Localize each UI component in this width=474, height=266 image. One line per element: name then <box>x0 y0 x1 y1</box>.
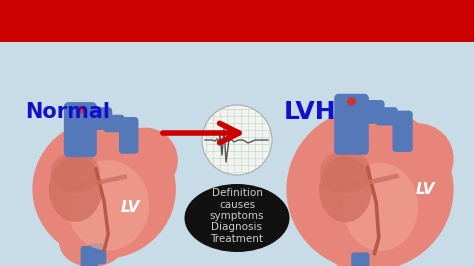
Ellipse shape <box>112 128 178 193</box>
FancyBboxPatch shape <box>351 252 369 266</box>
Ellipse shape <box>383 123 454 194</box>
FancyBboxPatch shape <box>86 107 112 130</box>
Text: LV: LV <box>415 182 435 197</box>
Text: causes: causes <box>219 200 255 210</box>
FancyBboxPatch shape <box>357 100 384 124</box>
Ellipse shape <box>49 156 102 222</box>
FancyBboxPatch shape <box>103 115 124 132</box>
Text: Treatment: Treatment <box>210 234 264 244</box>
Text: Definition: Definition <box>211 188 263 198</box>
FancyBboxPatch shape <box>376 107 398 126</box>
Ellipse shape <box>335 132 368 154</box>
Ellipse shape <box>330 227 401 266</box>
Text: Diagnosis: Diagnosis <box>211 222 263 232</box>
Text: Left Ventricular Hypertrophy: Left Ventricular Hypertrophy <box>22 8 452 34</box>
Text: Normal: Normal <box>26 102 110 122</box>
Ellipse shape <box>319 156 372 222</box>
Ellipse shape <box>343 163 418 251</box>
Circle shape <box>76 105 84 114</box>
Ellipse shape <box>286 108 454 266</box>
Ellipse shape <box>59 218 125 266</box>
Circle shape <box>202 105 272 175</box>
FancyBboxPatch shape <box>64 102 97 157</box>
Text: LVH: LVH <box>283 100 337 124</box>
FancyBboxPatch shape <box>89 243 106 264</box>
Ellipse shape <box>51 152 100 193</box>
Ellipse shape <box>184 184 290 252</box>
Ellipse shape <box>67 160 149 251</box>
Text: LV: LV <box>120 200 140 214</box>
FancyBboxPatch shape <box>119 117 138 154</box>
FancyBboxPatch shape <box>334 94 369 155</box>
FancyBboxPatch shape <box>392 111 413 152</box>
Ellipse shape <box>65 135 96 156</box>
FancyBboxPatch shape <box>81 246 98 266</box>
Circle shape <box>347 97 356 106</box>
Text: symptoms: symptoms <box>210 211 264 221</box>
Ellipse shape <box>320 151 371 193</box>
Bar <box>0 0 474 42</box>
Ellipse shape <box>32 119 176 259</box>
